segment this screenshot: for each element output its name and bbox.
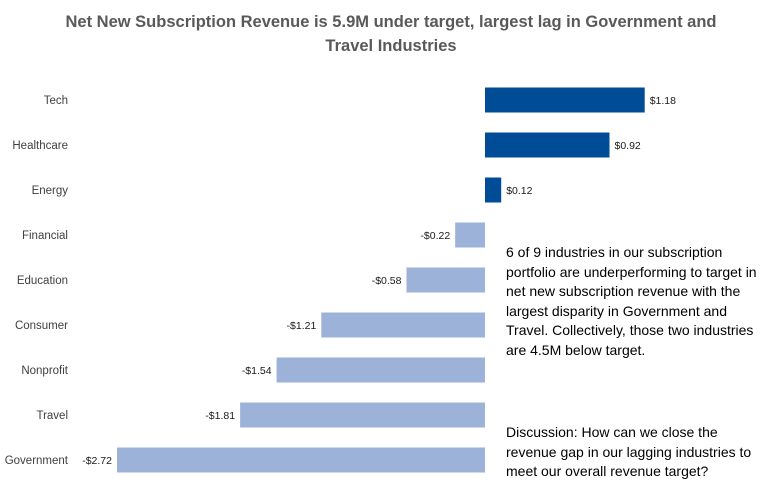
bar-consumer [321,312,485,338]
category-label-education: Education [17,275,68,287]
bar-travel [240,402,485,428]
bar-healthcare [485,132,610,158]
discussion-text: Discussion: How can we close the revenue… [506,424,752,479]
bar-energy [485,177,502,203]
bar-education [406,267,485,293]
value-label-consumer: -$1.21 [287,320,317,332]
bar-government [117,447,485,473]
category-label-healthcare: Healthcare [12,140,68,152]
value-label-education: -$0.58 [372,275,402,287]
category-label-nonprofit: Nonprofit [21,365,68,377]
value-label-energy: $0.12 [506,185,532,197]
value-label-government: -$2.72 [82,455,112,467]
category-label-government: Government [5,455,69,467]
category-label-energy: Energy [32,185,69,197]
category-label-tech: Tech [44,95,68,107]
bar-nonprofit [276,357,485,383]
value-label-nonprofit: -$1.54 [242,365,272,377]
category-label-consumer: Consumer [15,320,68,332]
value-label-healthcare: $0.92 [615,140,641,152]
value-label-financial: -$0.22 [420,230,450,242]
category-label-travel: Travel [36,410,68,422]
value-label-travel: -$1.81 [205,410,235,422]
value-label-tech: $1.18 [650,95,676,107]
insight-text: 6 of 9 industries in our subscription po… [506,244,757,358]
chart-title: Net New Subscription Revenue is 5.9M und… [65,13,717,55]
bar-tech [485,87,645,113]
category-label-financial: Financial [22,230,68,242]
bar-financial [455,222,485,248]
